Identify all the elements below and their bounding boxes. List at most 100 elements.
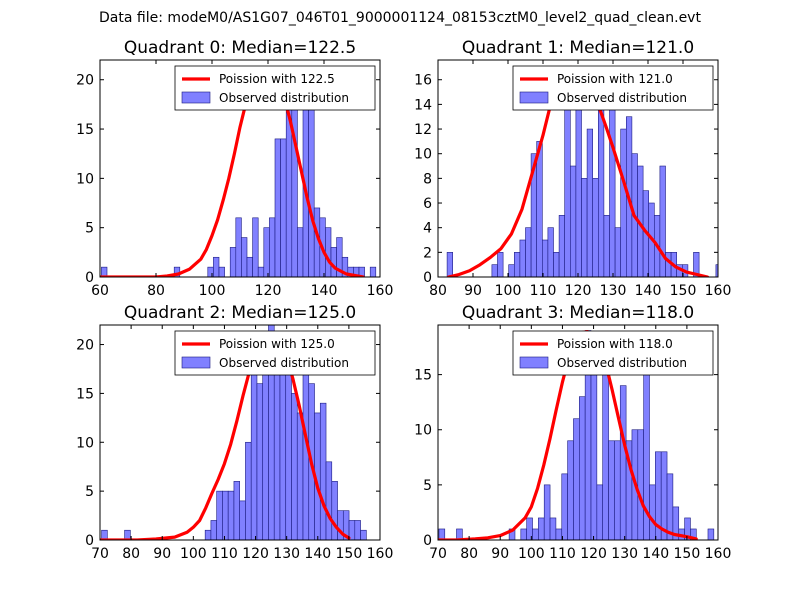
y-tick-label: 12 <box>414 122 432 138</box>
legend-label-observed: Observed distribution <box>557 91 687 105</box>
y-tick-label: 20 <box>76 73 94 89</box>
histogram-bar <box>204 529 212 540</box>
histogram-bar <box>561 473 568 540</box>
legend-label-observed: Observed distribution <box>219 356 349 370</box>
x-tick-label: 80 <box>122 546 140 562</box>
histogram-bar <box>520 528 527 540</box>
histogram-bar <box>239 500 246 540</box>
legend-bar-swatch <box>181 91 211 104</box>
histogram-bar <box>291 393 298 540</box>
quadrant-3-panel: Quadrant 3: Median=118.070 80 90 100 110 120 1… <box>414 303 731 562</box>
x-tick-label: 150 <box>336 546 363 562</box>
legend: Poission with 118.0 Observed distribution <box>512 330 714 376</box>
panel-title: Quadrant 3: Median=118.0 <box>462 303 694 323</box>
y-tick-label: 16 <box>414 73 432 89</box>
histogram-bar <box>227 490 235 540</box>
subplot-grid: Quadrant 0: Median=122.560 80 100 120 140 160… <box>76 38 733 562</box>
histogram-bar <box>354 520 361 540</box>
legend-label-observed: Observed distribution <box>219 91 349 105</box>
x-tick-label: 130 <box>600 283 627 299</box>
y-tick-label: 10 <box>414 147 432 163</box>
histogram-bar <box>569 165 577 277</box>
y-tick-label: 20 <box>76 338 94 354</box>
histogram-bar <box>659 165 666 277</box>
histogram-bar <box>229 247 237 277</box>
y-tick-label: 5 <box>85 484 94 500</box>
histogram-bar <box>553 252 560 277</box>
histogram-bar <box>581 178 588 277</box>
y-tick-label: 15 <box>76 122 94 138</box>
histogram-bar <box>245 441 252 540</box>
panel-title: Quadrant 1: Median=121.0 <box>462 38 694 58</box>
x-tick-label: 160 <box>705 283 732 299</box>
histogram-bar <box>325 461 333 540</box>
histogram-bar <box>549 517 557 540</box>
histogram-bar <box>252 217 259 277</box>
histogram-bar <box>649 484 656 540</box>
legend: Poission with 122.5 Observed distribution <box>174 65 376 111</box>
y-tick-label: 6 <box>423 196 432 212</box>
histogram-bar <box>296 412 304 540</box>
x-tick-label: 90 <box>153 546 171 562</box>
histogram-bar <box>213 256 220 277</box>
histogram-bar <box>603 215 610 277</box>
histogram-bar <box>330 247 337 277</box>
x-tick-label: 120 <box>242 546 269 562</box>
x-tick-label: 140 <box>642 546 669 562</box>
x-tick-label: 140 <box>304 546 331 562</box>
histogram-bar <box>660 451 668 540</box>
x-tick-label: 80 <box>460 546 478 562</box>
quadrant-2-panel: Quadrant 2: Median=125.070 80 90 100 110 120 1… <box>76 303 393 562</box>
histogram-bar <box>666 473 674 540</box>
histogram-bar <box>532 528 539 540</box>
axes-frame <box>437 324 719 541</box>
histogram-bar <box>263 227 270 277</box>
x-tick-label: 80 <box>429 283 447 299</box>
legend-bar-swatch <box>181 356 211 369</box>
legend: Poission with 121.0 Observed distribution <box>512 65 714 111</box>
histogram-bar <box>727 265 733 277</box>
histogram-bar <box>555 528 563 540</box>
legend-bar-swatch <box>519 91 549 104</box>
histogram-bar <box>101 266 108 277</box>
quadrant-1-panel: Quadrant 1: Median=121.080 90 100 110 120 130… <box>414 38 733 299</box>
x-tick-label: 100 <box>518 546 545 562</box>
legend-label-poisson: Poission with 121.0 <box>557 72 673 86</box>
x-tick-label: 140 <box>635 283 662 299</box>
y-tick-label: 5 <box>423 478 432 494</box>
x-tick-label: 100 <box>199 283 226 299</box>
histogram-bar <box>525 227 532 277</box>
histogram-bar <box>250 363 258 540</box>
histogram-bar <box>308 99 315 277</box>
histogram-bar <box>331 481 338 540</box>
legend-label-observed: Observed distribution <box>557 356 687 370</box>
histogram-bar <box>602 374 609 540</box>
histogram-bar <box>513 252 521 277</box>
legend-label-poisson: Poission with 125.0 <box>219 337 335 351</box>
histogram-bar <box>280 138 287 277</box>
histogram-bar <box>360 529 367 540</box>
axes-frame <box>99 324 381 541</box>
histogram-bar <box>619 385 627 540</box>
y-tick-label: 10 <box>76 435 94 451</box>
y-tick-label: 5 <box>85 221 94 237</box>
histogram-bar <box>257 266 265 277</box>
histogram-bar <box>564 104 571 277</box>
x-tick-label: 90 <box>464 283 482 299</box>
histogram-bar <box>233 481 240 540</box>
histogram-bar <box>538 517 545 540</box>
histogram-bar <box>216 490 223 540</box>
histogram-bar <box>608 440 615 540</box>
histogram-bar <box>438 528 446 540</box>
x-tick-label: 160 <box>705 546 732 562</box>
histogram-bar <box>508 264 515 277</box>
histogram-bar <box>620 128 627 277</box>
legend: Poission with 125.0 Observed distribution <box>174 330 376 376</box>
histogram-bar <box>207 266 214 277</box>
histogram-bar <box>235 217 242 277</box>
x-tick-label: 70 <box>91 546 109 562</box>
plot-area <box>438 330 715 540</box>
plot-area <box>100 68 377 277</box>
histogram-bar <box>297 227 304 277</box>
